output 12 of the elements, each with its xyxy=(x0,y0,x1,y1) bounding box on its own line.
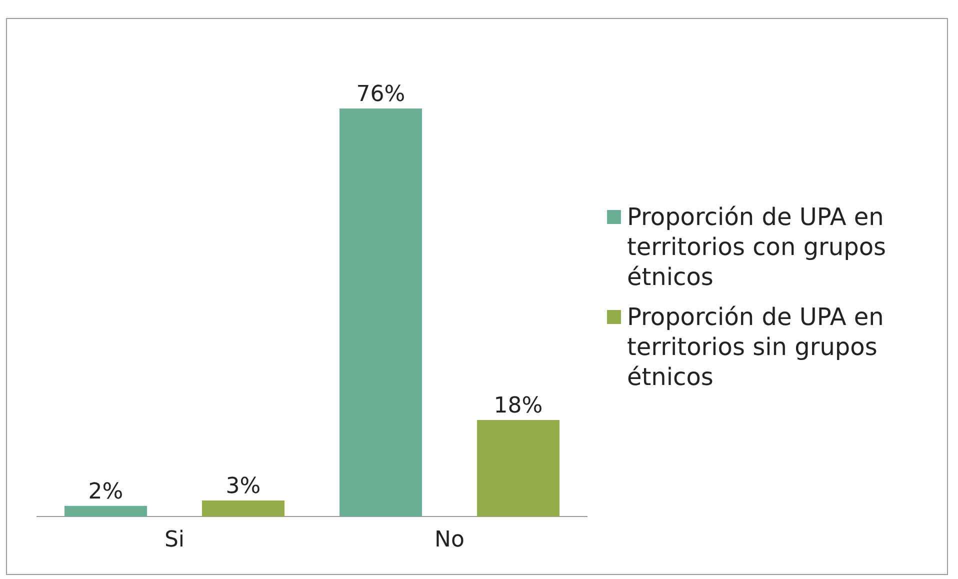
bar xyxy=(202,500,284,516)
data-label: 3% xyxy=(226,474,261,499)
x-tick-label: No xyxy=(434,527,464,552)
legend-label: Proporción de UPA en territorios con grupos étnicos xyxy=(627,202,888,292)
bar xyxy=(64,505,147,516)
data-label: 18% xyxy=(494,393,543,418)
bar xyxy=(477,419,560,516)
legend-label: Proporción de UPA en territorios sin grupos étnicos xyxy=(627,302,885,392)
bar xyxy=(340,108,422,516)
x-tick-label: Si xyxy=(164,527,185,552)
data-label: 2% xyxy=(88,479,124,504)
data-label: 76% xyxy=(356,82,406,107)
